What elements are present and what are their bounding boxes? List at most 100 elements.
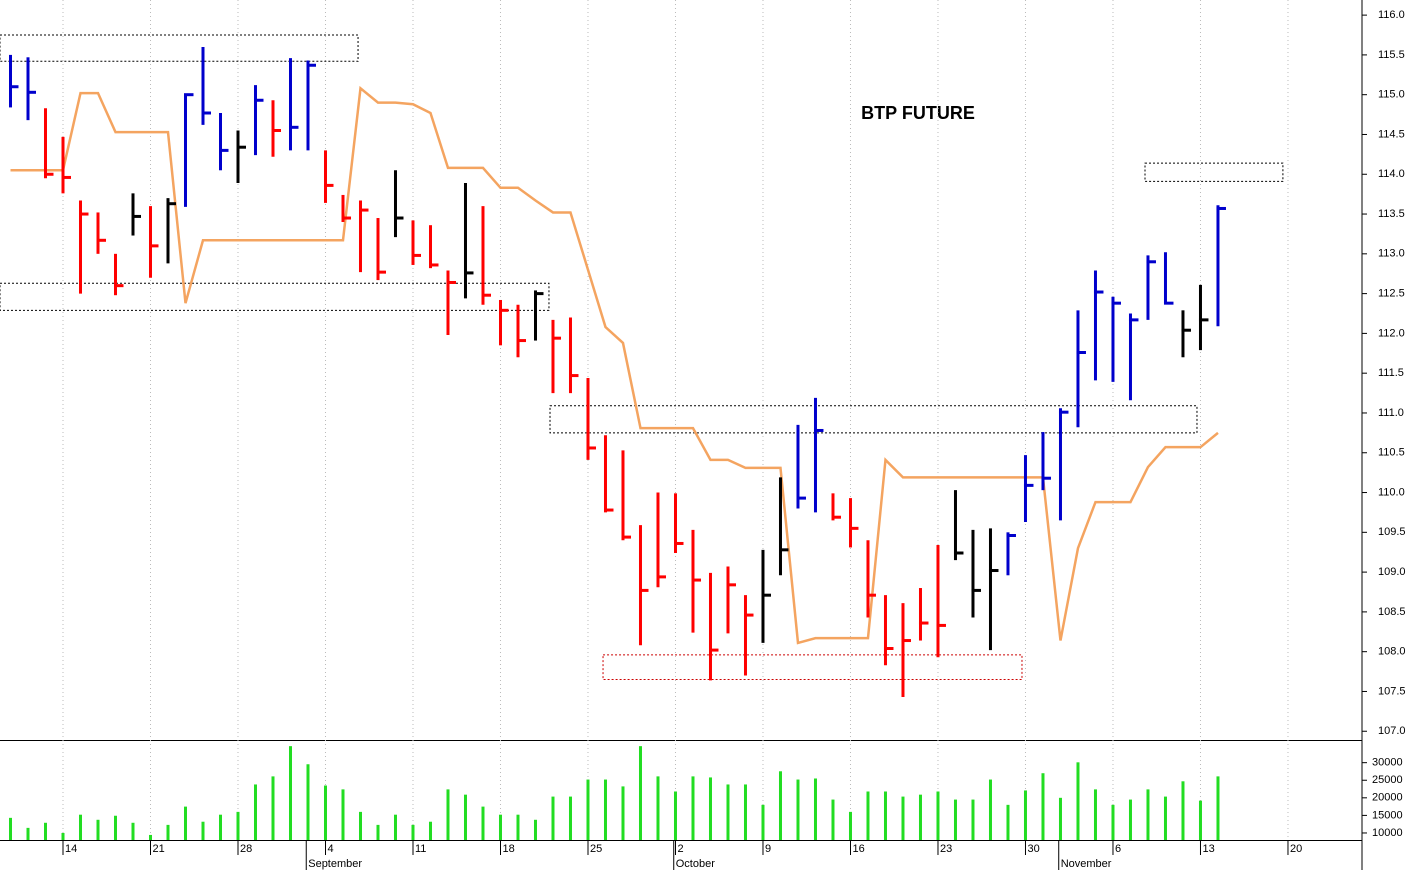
volume-bar xyxy=(1006,804,1010,840)
y-tick-label: 20000 xyxy=(1372,792,1403,804)
volume-bar xyxy=(183,806,187,840)
volume-bar xyxy=(918,794,922,840)
volume-bar xyxy=(218,814,222,840)
volume-bar xyxy=(1198,800,1202,840)
volume-bar xyxy=(1216,776,1220,840)
volume-bar xyxy=(516,814,520,840)
volume-bar xyxy=(796,779,800,840)
x-tick-label: 14 xyxy=(65,843,77,855)
volume-bar xyxy=(481,806,485,840)
y-tick-label: 15000 xyxy=(1372,809,1403,821)
x-tick-label: 4 xyxy=(327,843,333,855)
y-tick-label: 25000 xyxy=(1372,774,1403,786)
y-tick-label: 108.5 xyxy=(1378,606,1406,618)
y-tick-label: 110.5 xyxy=(1378,447,1405,459)
volume-bar xyxy=(446,789,450,840)
volume-bar xyxy=(901,796,905,840)
volume-bar xyxy=(393,814,397,840)
volume-bar xyxy=(743,784,747,840)
x-tick-label: 9 xyxy=(765,843,771,855)
volume-bar xyxy=(236,811,240,840)
y-tick-label: 114.5 xyxy=(1378,128,1405,140)
volume-bar xyxy=(428,821,432,840)
volume-bar xyxy=(323,785,327,840)
month-label: October xyxy=(676,858,715,870)
y-tick-label: 111.0 xyxy=(1378,407,1404,419)
volume-bar xyxy=(1041,773,1045,840)
volume-bar xyxy=(533,819,537,840)
volume-bar xyxy=(271,776,275,840)
volume-bar xyxy=(26,827,30,840)
y-tick-label: 112.5 xyxy=(1378,288,1405,300)
volume-bar xyxy=(113,815,117,840)
volume-bar xyxy=(1163,796,1167,840)
volume-bar xyxy=(603,779,607,840)
x-tick-label: 30 xyxy=(1027,843,1039,855)
y-tick-label: 115.0 xyxy=(1378,89,1405,101)
volume-bar xyxy=(43,822,47,840)
volume-bar xyxy=(463,794,467,840)
x-tick-label: 2 xyxy=(677,843,683,855)
volume-bar xyxy=(761,804,765,840)
volume-bar xyxy=(1128,799,1132,840)
volume-bar xyxy=(1076,762,1080,840)
volume-bar xyxy=(253,784,257,840)
price-zone xyxy=(602,654,1023,681)
y-tick-label: 107.5 xyxy=(1378,685,1406,697)
x-tick-label: 11 xyxy=(415,843,426,855)
y-tick-label: 116.0 xyxy=(1378,9,1405,21)
volume-bar xyxy=(148,834,152,840)
volume-bar xyxy=(1111,804,1115,840)
volume-bar xyxy=(691,776,695,840)
volume-bar xyxy=(568,796,572,840)
volume-bar xyxy=(498,814,502,840)
volume-bar xyxy=(673,791,677,840)
y-tick-label: 114.0 xyxy=(1378,168,1405,180)
volume-bar xyxy=(1093,789,1097,840)
y-tick-label: 30000 xyxy=(1372,757,1403,769)
chart-title: BTP FUTURE xyxy=(861,103,975,123)
volume-bar xyxy=(411,824,415,840)
volume-bar xyxy=(866,791,870,840)
month-label: November xyxy=(1061,858,1112,870)
y-tick-label: 109.0 xyxy=(1378,566,1406,578)
x-tick-label: 16 xyxy=(852,843,864,855)
volume-bar xyxy=(848,811,852,840)
y-tick-label: 115.5 xyxy=(1378,49,1405,61)
volume-bar xyxy=(131,822,135,840)
x-tick-label: 25 xyxy=(590,843,602,855)
volume-bar xyxy=(831,799,835,840)
volume-bar xyxy=(288,746,292,840)
price-zone xyxy=(549,405,1198,434)
volume-bar xyxy=(656,776,660,840)
volume-bar xyxy=(813,778,817,840)
volume-bar xyxy=(708,777,712,840)
volume-bar xyxy=(621,786,625,840)
x-tick-label: 6 xyxy=(1115,843,1121,855)
indicator-line xyxy=(10,85,1219,645)
volume-bar xyxy=(1023,790,1027,840)
volume-bar xyxy=(936,791,940,840)
volume-bar xyxy=(341,789,345,840)
y-tick-label: 112.0 xyxy=(1378,327,1405,339)
x-tick-label: 28 xyxy=(240,843,252,855)
volume-bar xyxy=(358,811,362,840)
y-tick-label: 108.0 xyxy=(1378,646,1406,658)
volume-bar xyxy=(883,791,887,840)
y-tick-label: 111.5 xyxy=(1378,367,1404,379)
x-tick-label: 13 xyxy=(1202,843,1214,855)
y-tick-label: 107.0 xyxy=(1378,725,1406,737)
y-tick-label: 113.0 xyxy=(1378,248,1405,260)
y-tick-label: 113.5 xyxy=(1378,208,1405,220)
month-label: September xyxy=(308,858,362,870)
volume-bar xyxy=(61,832,65,840)
volume-bar xyxy=(638,746,642,840)
x-tick-label: 21 xyxy=(152,843,164,855)
volume-bar xyxy=(166,824,170,840)
volume-bar xyxy=(551,796,555,840)
volume-bar xyxy=(1146,789,1150,840)
volume-bar xyxy=(96,819,100,840)
